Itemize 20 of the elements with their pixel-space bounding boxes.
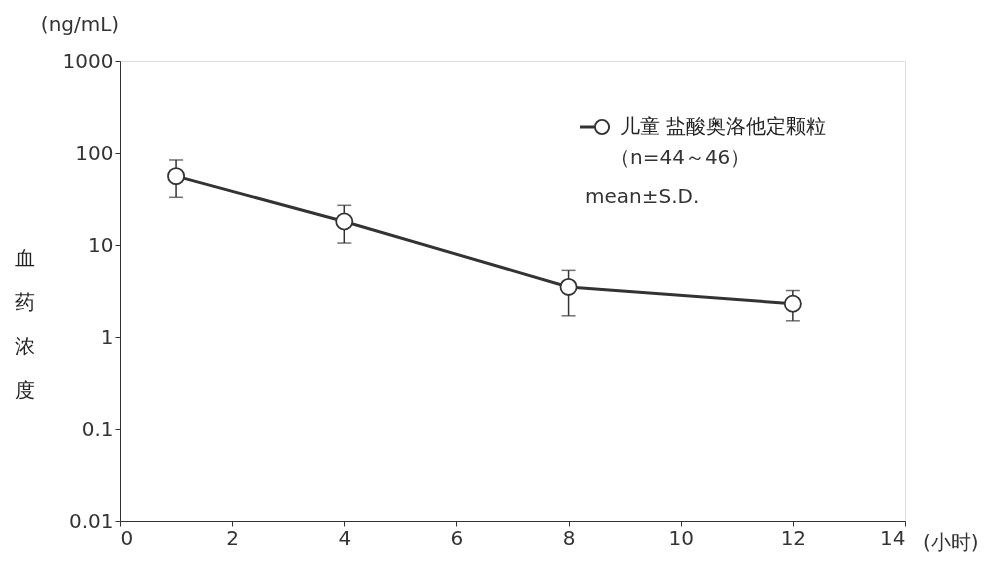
x-tick-label: 0	[120, 525, 134, 550]
x-tick-label: 14	[880, 525, 906, 550]
y-tick-label: 10	[88, 232, 114, 257]
x-tick-label: 10	[668, 525, 694, 550]
text: (ng/mL)	[40, 12, 120, 36]
y-tick-label: 1000	[62, 48, 114, 73]
annotation: mean±S.D.	[585, 184, 700, 208]
y-tick-label: 0.1	[81, 416, 114, 441]
x-tick-label: 2	[226, 525, 240, 550]
legend-label: 儿童 盐酸奥洛他定颗粒	[620, 114, 827, 138]
y-tick-label: 0.01	[68, 508, 114, 533]
x-axis-title: (小时)	[923, 530, 979, 554]
x-tick-label: 8	[562, 525, 576, 550]
y-tick-label: 1	[100, 324, 114, 349]
x-tick-label: 12	[780, 525, 807, 550]
y-tick-label: 100	[75, 140, 114, 165]
x-tick-label: 6	[450, 525, 464, 550]
x-tick-label: 4	[338, 525, 352, 550]
y-axis-title: 血药浓度	[15, 245, 35, 402]
annotation: （n=44～46）	[610, 145, 751, 169]
